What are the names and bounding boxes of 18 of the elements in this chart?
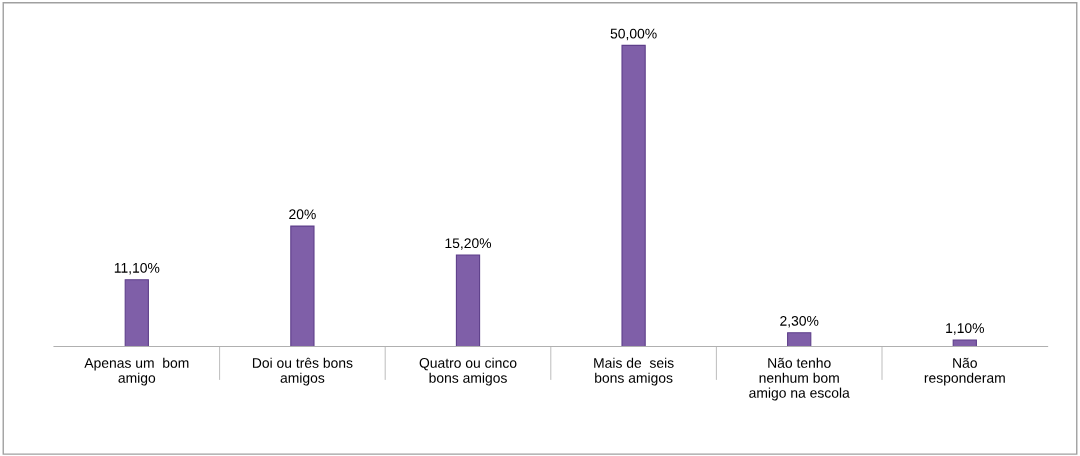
bar — [124, 279, 149, 347]
data-label: 20% — [289, 209, 316, 220]
data-label: 1,10% — [946, 323, 984, 335]
bar — [290, 225, 315, 347]
data-label: 11,10% — [114, 262, 160, 275]
bar — [787, 332, 812, 347]
data-label: 15,20% — [445, 238, 492, 250]
x-tick-label: Quatro ou cinco bons amigos — [419, 357, 517, 386]
bar — [952, 339, 977, 347]
x-tick-label: Mais de seis bons amigos — [594, 357, 674, 386]
data-label: 50,00% — [610, 28, 657, 41]
bar — [455, 254, 481, 347]
x-tick-label: Não responderam — [924, 357, 1005, 386]
bar — [621, 44, 646, 347]
x-tick-label: Apenas um bom amigo — [84, 357, 189, 386]
data-label: 2,30% — [780, 315, 819, 328]
x-tick-label: Doi ou três bons amigos — [252, 357, 353, 386]
x-tick-label: Não tenho nenhum bom amigo na escola — [749, 357, 850, 401]
